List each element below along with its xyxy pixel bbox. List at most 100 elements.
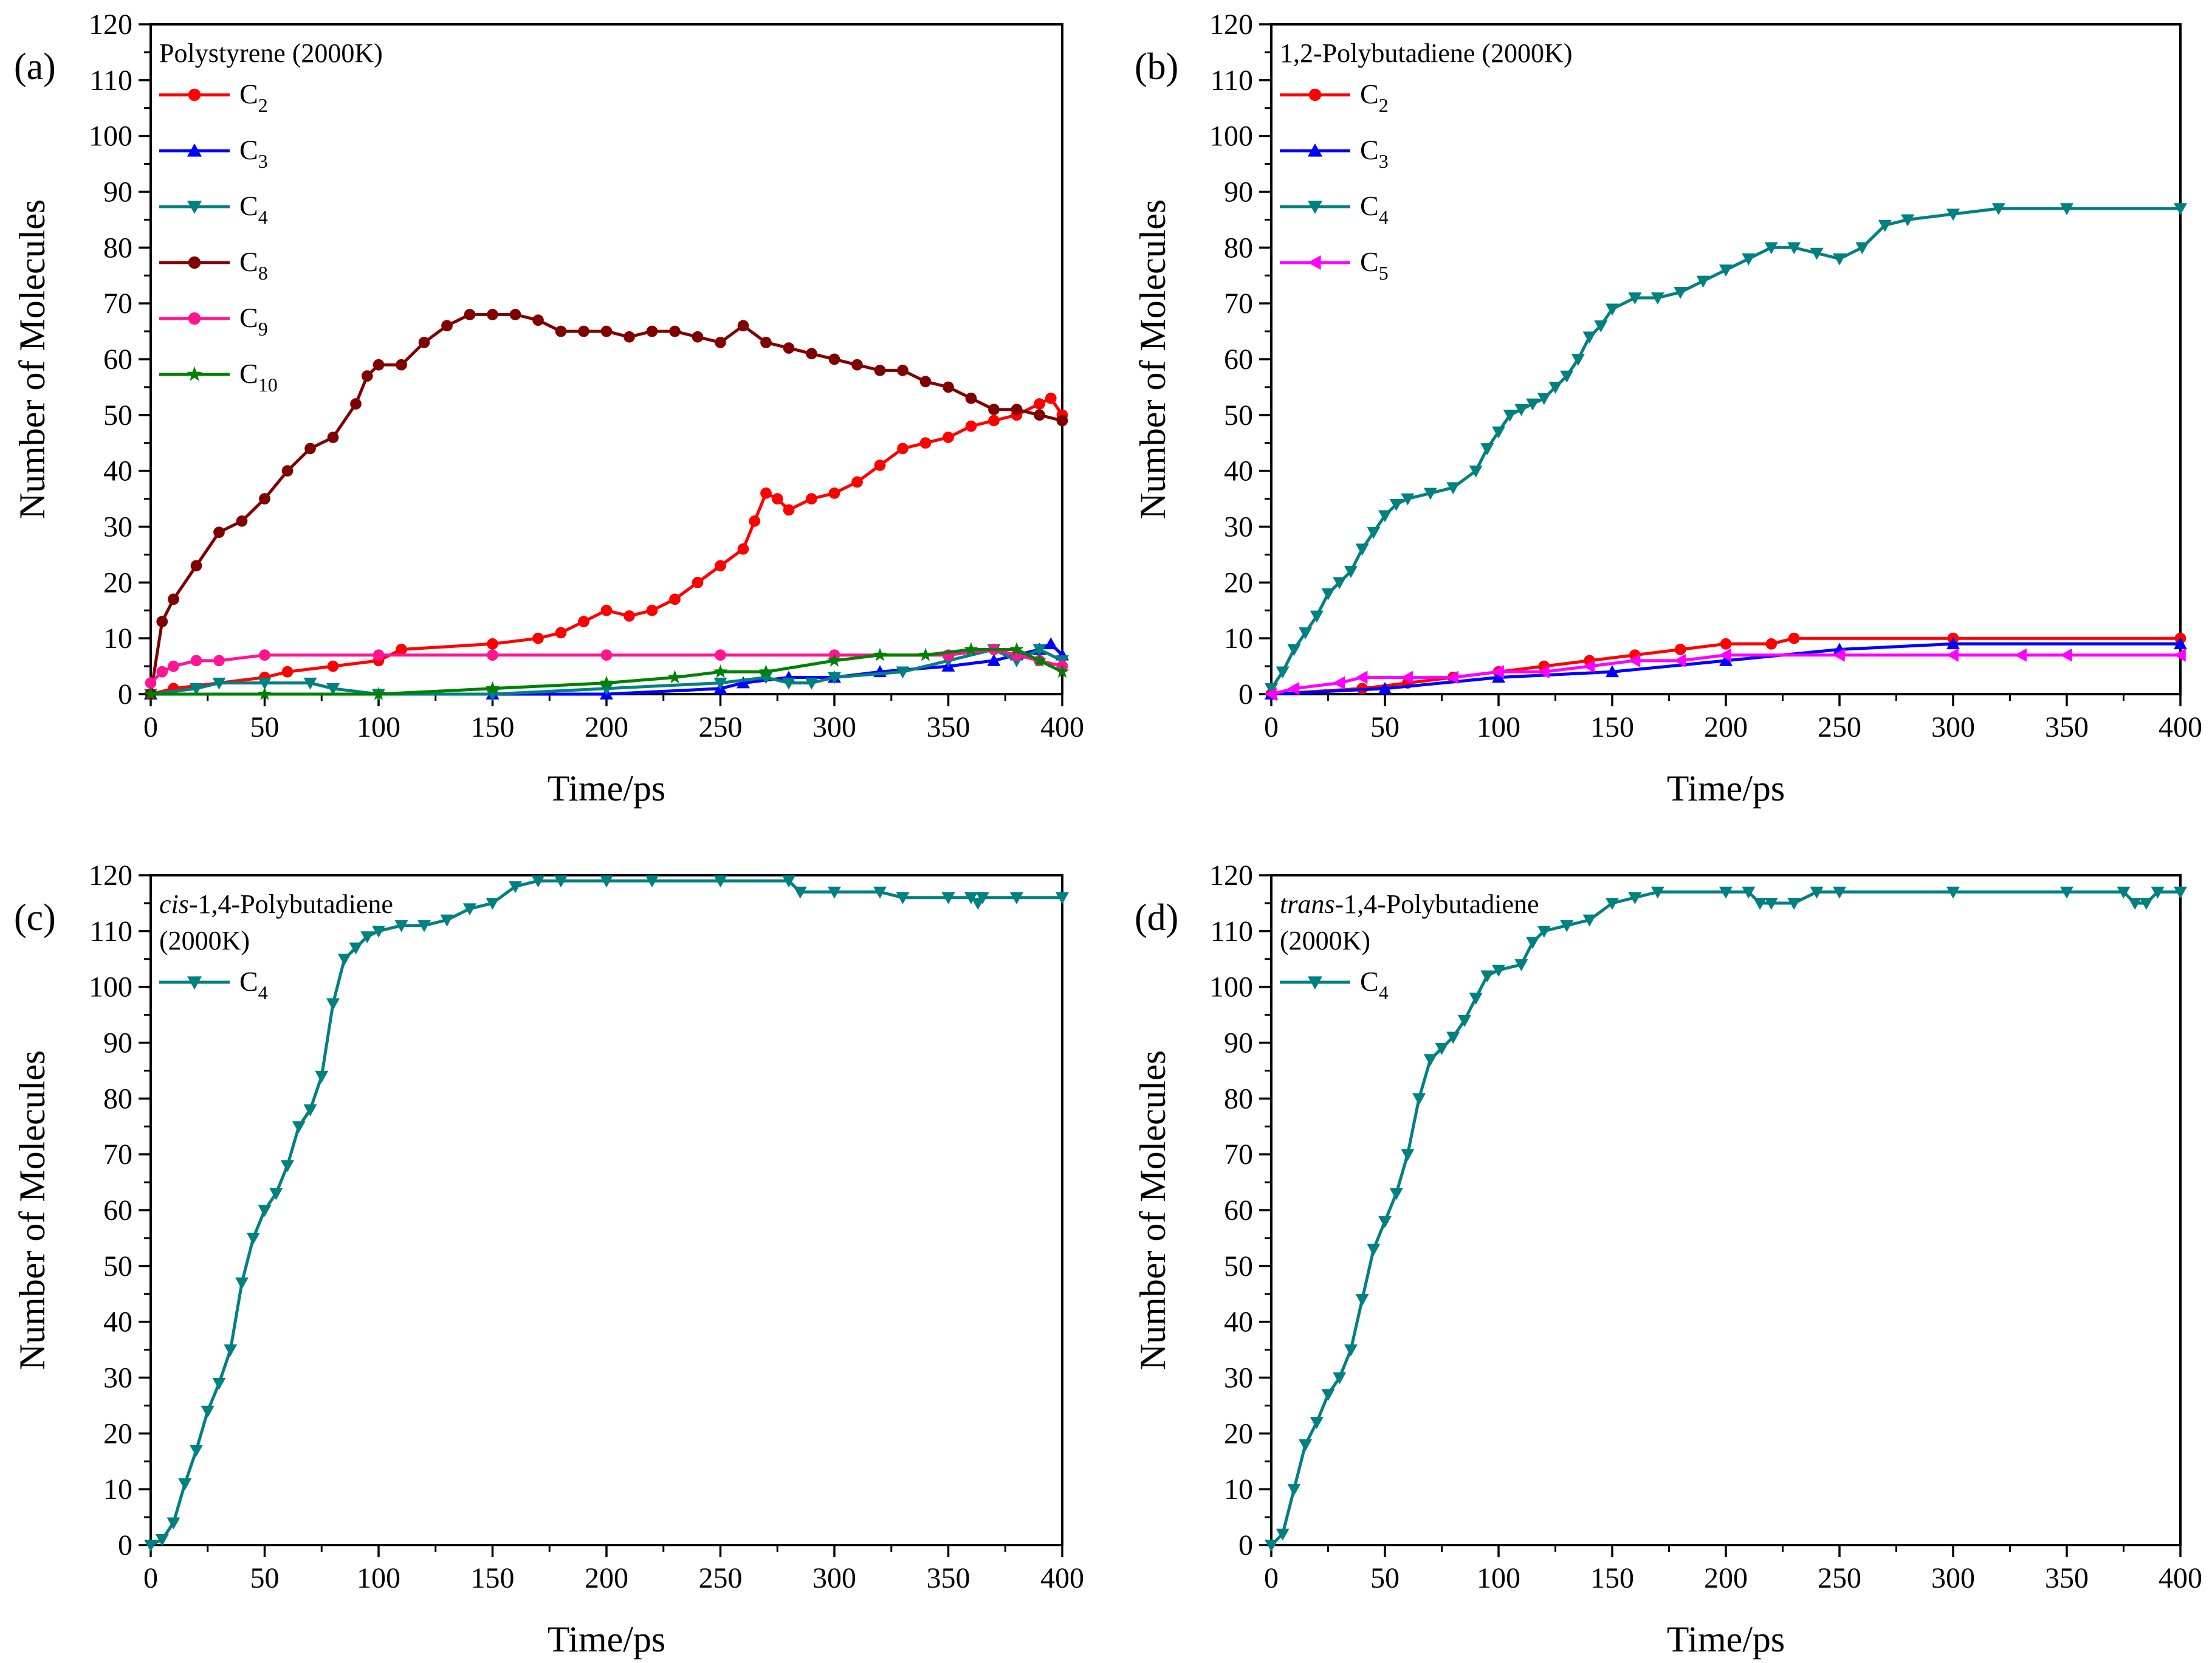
- series-line-C4: [1269, 207, 2180, 690]
- data-point-C9: [168, 660, 179, 672]
- data-point-C4: [1674, 287, 1688, 299]
- x-tick-label: 350: [927, 711, 970, 743]
- data-point-C8: [487, 309, 498, 320]
- data-point-C2: [988, 415, 1000, 427]
- x-tick-label: 300: [812, 1562, 856, 1594]
- data-point-C2: [737, 543, 749, 555]
- x-tick-label: 250: [1818, 1562, 1861, 1594]
- x-tick-label: 150: [1590, 1562, 1634, 1594]
- data-point-C4: [2117, 886, 2131, 899]
- data-point-C4: [1480, 443, 1494, 455]
- data-point-C4: [941, 892, 955, 904]
- data-point-C4: [964, 892, 978, 904]
- data-point-C2: [669, 593, 681, 605]
- data-point-C9: [715, 649, 726, 661]
- series-line-C9: [149, 648, 1063, 684]
- data-point-C4: [793, 886, 807, 899]
- data-point-C9: [487, 649, 498, 661]
- data-point-C4: [360, 931, 374, 944]
- data-point-C8: [1034, 409, 1045, 421]
- data-point-C8: [213, 526, 225, 539]
- data-point-C8: [259, 493, 270, 504]
- x-tick-label: 250: [1818, 711, 1861, 743]
- data-point-C4: [1503, 410, 1517, 422]
- data-point-C4: [1901, 214, 1915, 227]
- data-point-C3: [1946, 637, 1960, 650]
- data-point-C5: [1674, 653, 1686, 667]
- data-point-C4: [1878, 219, 1892, 232]
- data-point-C2: [783, 504, 795, 516]
- data-point-C4: [828, 886, 841, 899]
- data-point-C8: [350, 398, 362, 410]
- y-tick-label: 120: [89, 859, 132, 892]
- legend-marker-C3: [187, 143, 202, 157]
- y-axis-ticks: 0 10 20 30 40 50 60 70 80 90 100 110 120: [89, 9, 151, 711]
- data-point-C5: [1946, 648, 1959, 662]
- x-tick-label: 0: [143, 711, 158, 743]
- series-line-C4: [149, 879, 1062, 1547]
- plot-frame: [1270, 23, 2182, 695]
- data-point-C4: [292, 1121, 306, 1134]
- data-point-C8: [737, 320, 749, 332]
- data-point-C2: [749, 515, 761, 527]
- data-point-C4: [1628, 892, 1642, 904]
- x-tick-label: 300: [812, 711, 856, 743]
- legend-label-C2: C2: [1360, 78, 1389, 116]
- data-point-C5: [2174, 648, 2186, 662]
- data-point-C2: [806, 493, 817, 504]
- x-tick-label: 250: [699, 711, 743, 743]
- data-point-C4: [190, 1445, 203, 1457]
- plot-frame: [1270, 874, 2182, 1546]
- data-point-C2: [555, 627, 567, 639]
- data-point-C5: [1833, 648, 1845, 662]
- legend-title: Polystyrene (2000K): [159, 38, 383, 68]
- data-point-C4: [337, 953, 351, 966]
- y-tick-label: 20: [1224, 566, 1253, 599]
- data-point-C9: [373, 649, 385, 661]
- data-point-C2: [874, 460, 886, 471]
- data-point-C4: [2174, 886, 2187, 899]
- data-point-C4: [1810, 886, 1824, 899]
- series-C4: [1265, 886, 2187, 1552]
- data-point-C4: [1344, 566, 1358, 578]
- data-point-C4: [1526, 937, 1540, 949]
- data-point-C2: [396, 644, 407, 655]
- series-C9: [145, 644, 1068, 689]
- data-point-C4: [713, 677, 727, 690]
- series-line-C8: [149, 313, 1063, 695]
- data-point-C4: [1321, 588, 1335, 601]
- legend-marker-C4: [187, 201, 202, 214]
- data-point-C3: [1044, 637, 1058, 650]
- x-tick-label: 150: [471, 1562, 515, 1594]
- x-tick-label: 350: [2045, 711, 2089, 743]
- legend-title: 1,2-Polybutadiene (2000K): [1280, 38, 1572, 68]
- x-tick-label: 0: [143, 1562, 158, 1594]
- data-point-C4: [155, 1534, 169, 1546]
- data-point-C2: [771, 493, 783, 504]
- legend-title: cis-1,4-Polybutadiene: [159, 889, 393, 919]
- data-point-C8: [236, 515, 248, 527]
- data-point-C4: [1321, 1389, 1335, 1402]
- data-point-C10: [1032, 653, 1046, 667]
- data-point-C4: [2151, 886, 2165, 899]
- data-point-C4: [1787, 898, 1801, 910]
- y-axis-label: Number of Molecules: [12, 199, 52, 520]
- data-point-C2: [965, 420, 977, 432]
- data-point-C4: [1435, 1042, 1449, 1055]
- y-tick-label: 10: [1224, 1473, 1253, 1506]
- y-tick-label: 120: [1209, 9, 1253, 41]
- data-point-C4: [1378, 510, 1392, 523]
- data-point-C4: [1333, 577, 1347, 590]
- x-axis-label: Time/ps: [548, 1619, 666, 1659]
- y-axis-label: Number of Molecules: [1133, 1050, 1173, 1371]
- data-point-C4: [246, 1233, 260, 1245]
- data-point-C4: [212, 677, 226, 690]
- data-point-C4: [1276, 1528, 1290, 1541]
- x-tick-label: 150: [471, 711, 515, 743]
- y-tick-label: 30: [103, 1362, 132, 1394]
- y-axis-ticks: 0 10 20 30 40 50 60 70 80 90 100 110 120: [1209, 9, 1271, 711]
- y-tick-label: 70: [1224, 1138, 1253, 1171]
- x-tick-label: 200: [1704, 711, 1748, 743]
- data-point-C9: [156, 666, 168, 678]
- data-point-C4: [1276, 666, 1290, 679]
